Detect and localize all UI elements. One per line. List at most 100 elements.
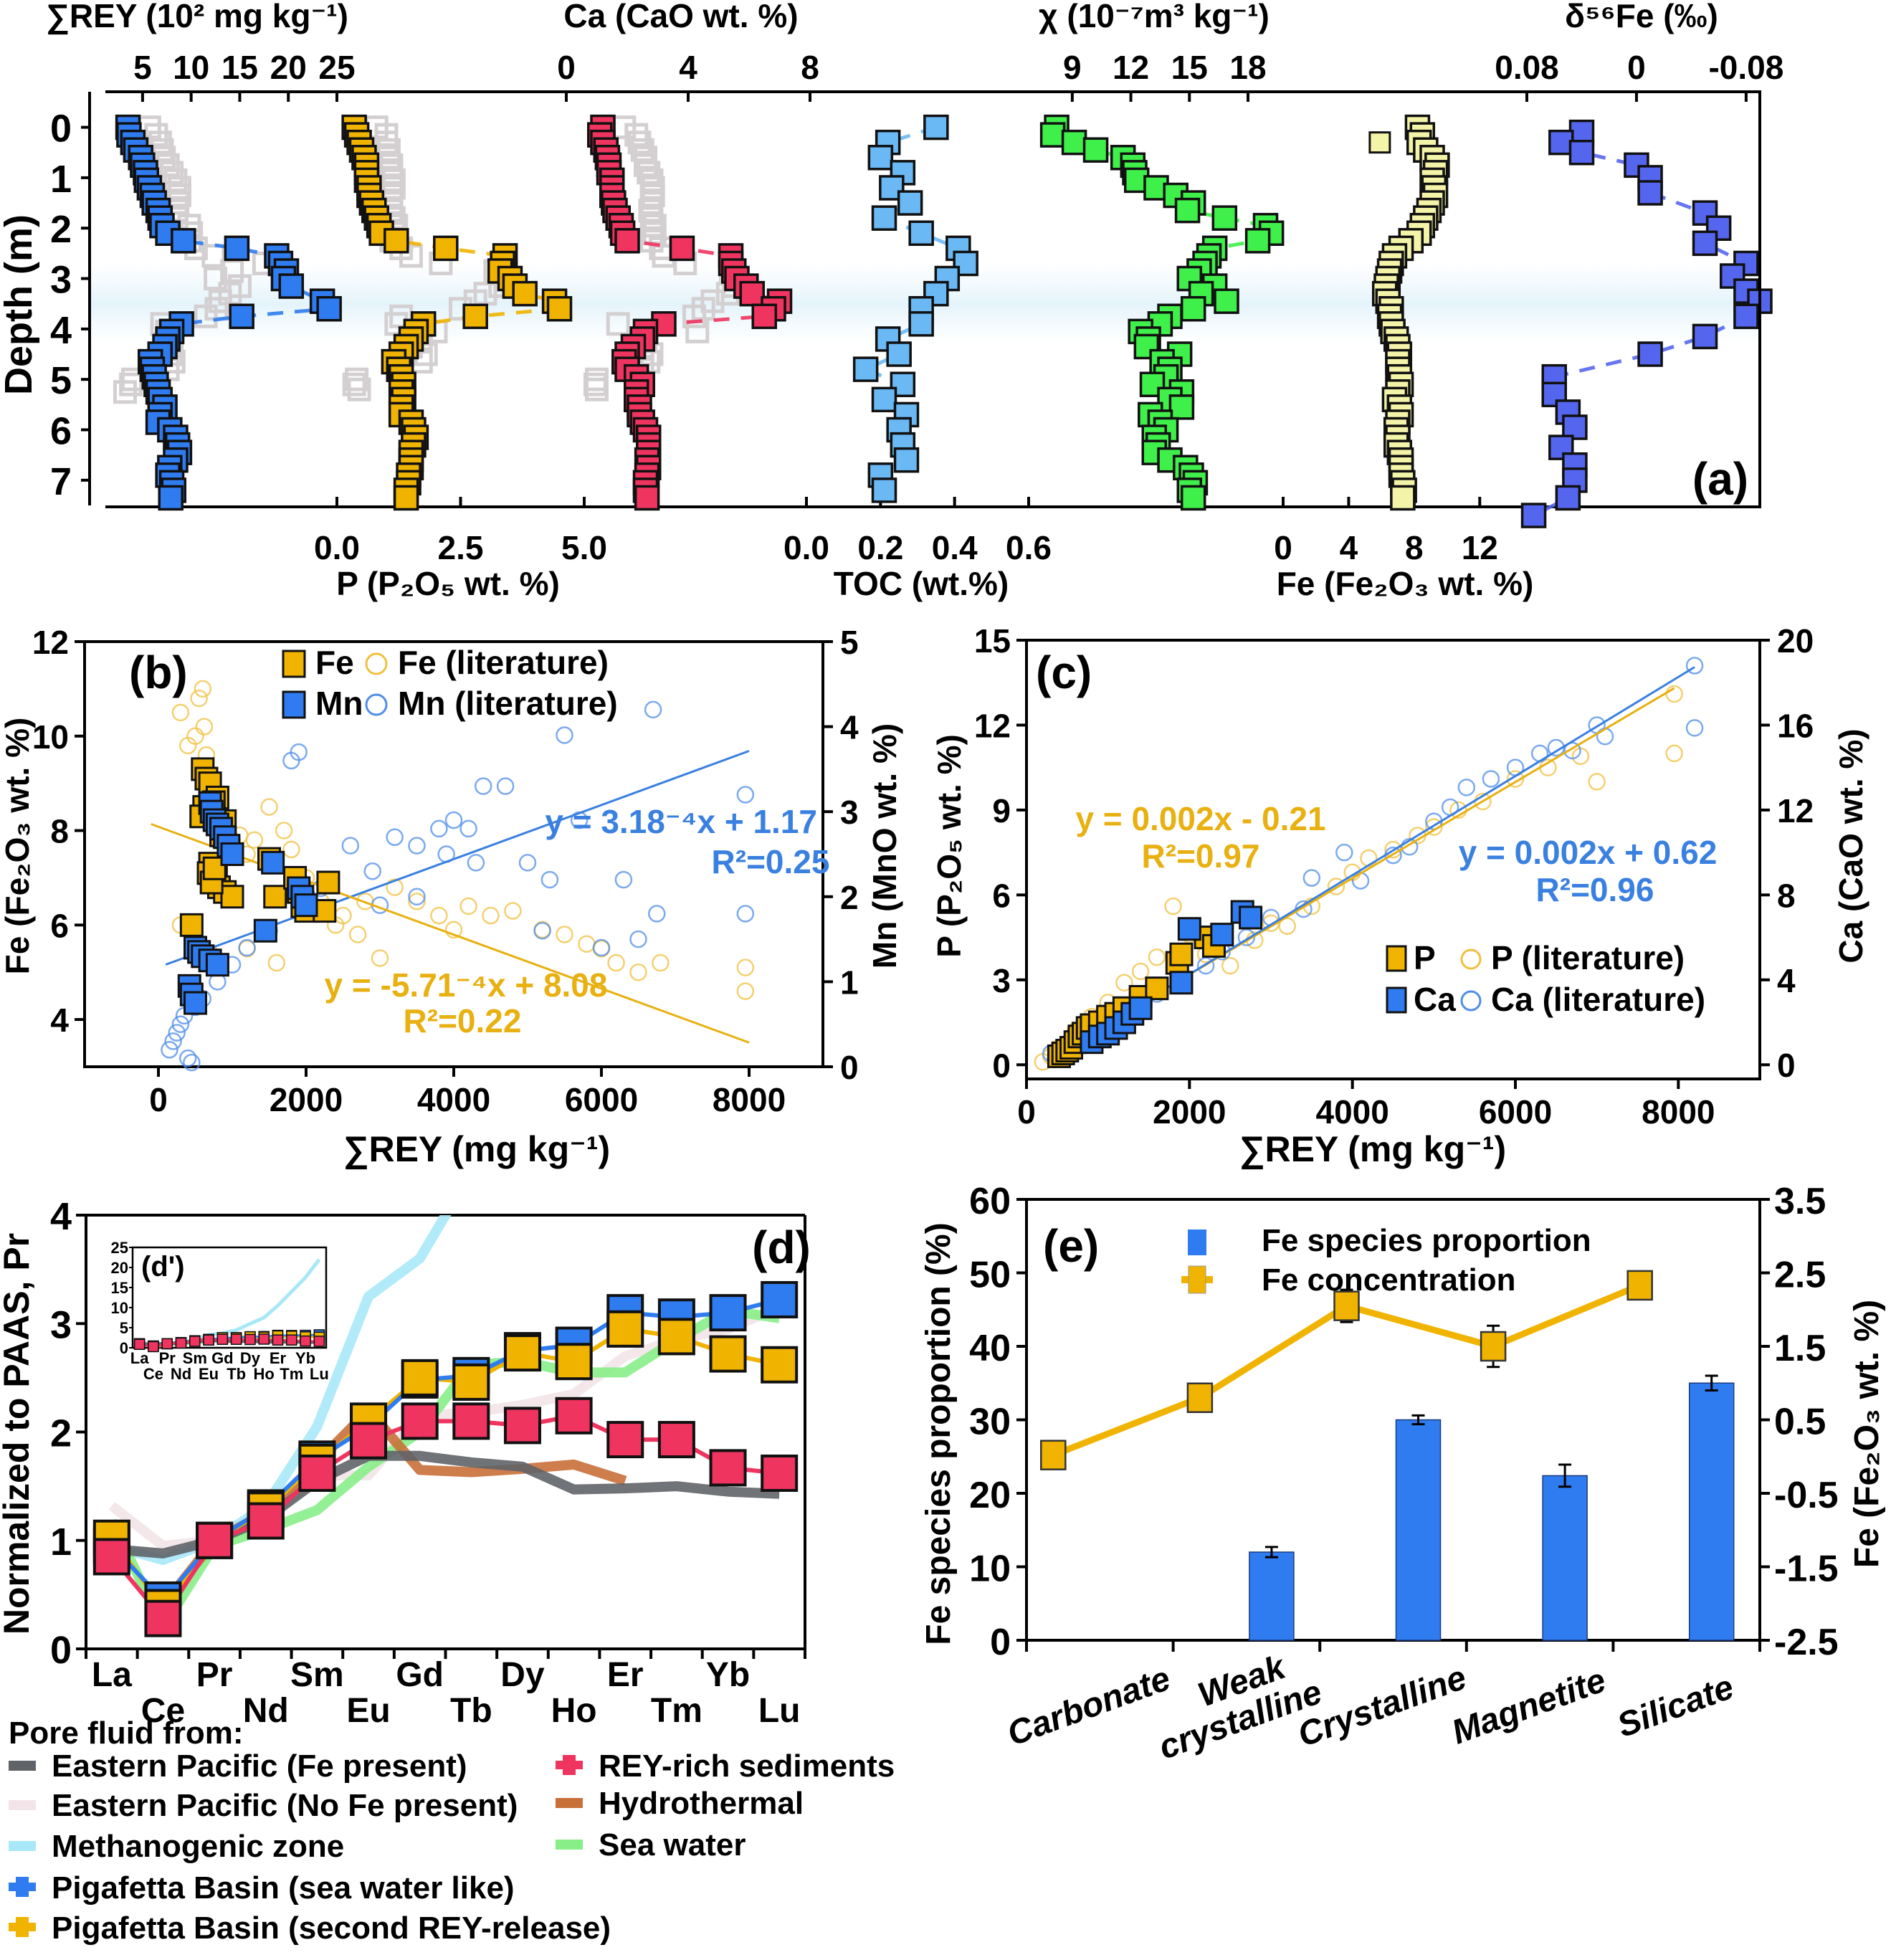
panel-c-scatter-p-ca: 0 2000 4000 6000 8000 0 3 6 9 12 15 0 4 8 12 16 20 P P (li… <box>930 622 1869 1170</box>
literature-point <box>444 920 463 939</box>
data-point <box>606 1310 644 1348</box>
y-tick-label-right: 1.5 <box>1774 1328 1826 1369</box>
literature-point <box>1221 956 1239 975</box>
inset-data-point <box>244 1333 256 1346</box>
y-tick-label-right: -2.5 <box>1774 1622 1839 1663</box>
literature-point <box>1237 928 1256 946</box>
fit-equation-mn: y = 3.18⁻⁴x + 1.17 <box>545 803 817 840</box>
depth-tick-label: 5 <box>50 359 72 402</box>
data-point <box>1180 485 1206 511</box>
x-tick-label: 2000 <box>270 1081 343 1118</box>
x-tick-label: 18 <box>1229 49 1266 86</box>
data-point <box>393 485 419 511</box>
data-point <box>1180 295 1206 322</box>
data-point <box>890 371 916 397</box>
literature-point <box>496 777 515 795</box>
data-point <box>886 341 912 367</box>
x-tick-label: 0 <box>1627 49 1646 86</box>
panel-label: (b) <box>129 647 188 698</box>
bar <box>1688 1382 1735 1641</box>
y-axis-label-right: Ca (CaO wt. %) <box>1832 728 1869 963</box>
legend-item: Pigafetta Basin (sea water like) <box>9 1870 515 1906</box>
literature-point <box>518 854 537 872</box>
y-tick-label: 50 <box>969 1255 1011 1296</box>
inset-x-tick-label: Pr <box>159 1349 176 1367</box>
track-P: 0.0 2.5 5.0 <box>314 90 607 566</box>
legend-marker-circle <box>1460 948 1482 970</box>
literature-point <box>408 893 426 910</box>
legend-line <box>9 1883 36 1891</box>
literature-point <box>194 304 218 328</box>
data-point <box>224 235 250 262</box>
y-tick-label-right: 0 <box>840 1049 859 1086</box>
x-tick-label: 4000 <box>417 1081 490 1118</box>
legend-label: Ca (literature) <box>1491 981 1705 1018</box>
x-tick-label: -0.08 <box>1708 49 1783 86</box>
y-tick-label-right: 0 <box>1777 1047 1796 1084</box>
literature-point <box>652 953 670 972</box>
data-point <box>263 885 287 909</box>
legend-item: Methanogenic zone <box>9 1829 344 1864</box>
inset-x-tick-label: Eu <box>199 1365 219 1383</box>
literature-point <box>144 123 168 147</box>
data-point <box>220 885 244 909</box>
data-point <box>452 1402 490 1440</box>
legend-label: Eastern Pacific (No Fe present) <box>52 1788 518 1823</box>
literature-point <box>282 840 300 859</box>
y-axis-label-right: Mn (MnO wt. %) <box>866 723 903 969</box>
data-point <box>1061 129 1087 156</box>
data-point <box>634 485 660 511</box>
literature-point <box>736 958 755 976</box>
literature-point <box>736 982 755 1000</box>
inset-y-tick-label: 10 <box>111 1299 128 1317</box>
data-point <box>893 447 920 473</box>
panel-label: (d) <box>752 1222 811 1273</box>
legend-item: REY-rich sediments <box>556 1749 895 1784</box>
literature-point <box>585 377 609 401</box>
legend-label: Pigafetta Basin (sea water like) <box>52 1870 515 1906</box>
data-point <box>709 1449 747 1487</box>
x-tick-label: 0 <box>1274 529 1292 566</box>
data-point <box>401 1402 439 1440</box>
fit-r2-mn: R²=0.25 <box>712 843 830 880</box>
x-tick-label: 2.5 <box>438 529 484 566</box>
literature-point <box>347 377 371 401</box>
legend-marker-circle <box>1460 990 1482 1012</box>
top-axis-title: χ (10⁻⁷m³ kg⁻¹) <box>1039 0 1270 34</box>
literature-point <box>186 727 204 746</box>
data-point <box>751 303 777 330</box>
literature-point <box>167 184 191 208</box>
literature-point <box>1164 897 1182 915</box>
inset-data-point <box>216 1333 229 1345</box>
y-tick-label: 6 <box>50 907 69 944</box>
y-tick-label: 40 <box>969 1328 1011 1369</box>
fit-r2-ca: R²=0.96 <box>1536 871 1654 908</box>
data-point <box>350 1422 388 1460</box>
legend-line <box>9 1800 36 1810</box>
literature-point <box>1457 779 1476 796</box>
series-ca <box>1080 900 1263 1055</box>
inset-y-tick-label: 20 <box>111 1259 128 1277</box>
data-point <box>503 1334 541 1372</box>
literature-point <box>208 289 232 313</box>
data-point <box>761 1346 799 1384</box>
data-point <box>171 228 196 254</box>
literature-point <box>444 811 463 829</box>
data-point <box>555 1343 593 1381</box>
legend-marker-circle <box>365 693 388 716</box>
literature-point <box>1425 818 1443 836</box>
depth-tick-label: 1 <box>50 158 72 201</box>
y-tick-label: 15 <box>974 622 1011 660</box>
y-axis-label-right: Fe (Fe₂O₃ wt. %) <box>1848 1300 1886 1568</box>
y-tick-label: 3 <box>50 1303 72 1346</box>
legend-line <box>556 1798 583 1808</box>
literature-point <box>183 1053 201 1072</box>
inset-x-tick-label: Ho <box>254 1365 275 1383</box>
x-tick-label: 8 <box>1405 529 1424 566</box>
x-tick-label: 0 <box>1017 1093 1036 1131</box>
inset-data-point <box>161 1338 173 1350</box>
y-tick-label: 2 <box>50 1412 72 1455</box>
depth-tick-label: 2 <box>50 208 72 251</box>
x-tick-label: 8 <box>801 49 819 86</box>
data-point <box>452 1363 490 1401</box>
